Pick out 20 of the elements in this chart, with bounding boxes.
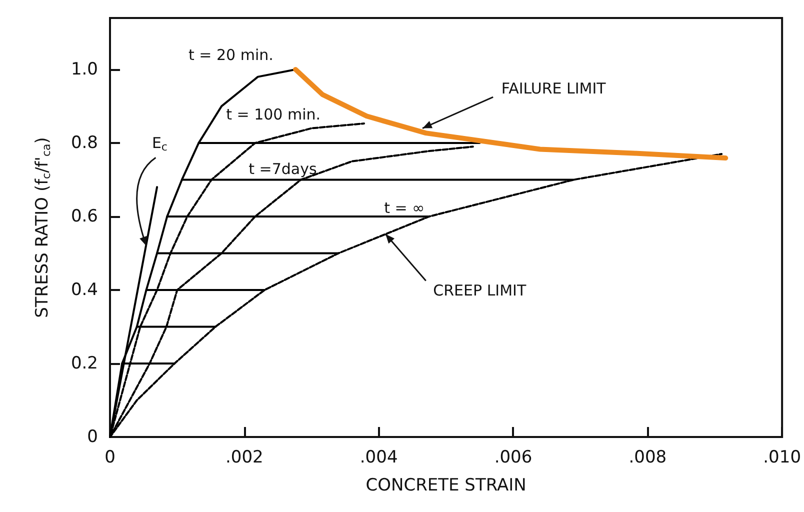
annotation: CREEP LIMIT: [433, 282, 527, 300]
x-tick-label: .004: [360, 448, 398, 468]
y-tick-label: 0: [87, 427, 98, 447]
y-axis-title: STRESS RATIO (fc/f'ca): [32, 137, 53, 318]
annotation: t = ∞: [384, 199, 425, 218]
x-tick-label: .002: [225, 448, 264, 468]
annotation: t =7days: [248, 160, 317, 178]
x-tick-label: .008: [628, 448, 667, 468]
x-tick-label: .006: [494, 448, 532, 468]
x-tick-label: 0: [104, 448, 116, 468]
y-tick-label: 0.8: [70, 132, 98, 153]
y-tick-label: 0.2: [70, 353, 98, 374]
x-axis-title: CONCRETE STRAIN: [366, 476, 526, 496]
annotation: t = 100 min.: [226, 105, 321, 124]
y-tick-label: 1.0: [70, 59, 98, 80]
annotation: FAILURE LIMIT: [501, 80, 607, 98]
y-tick-label: 0.6: [70, 206, 98, 226]
y-tick-label: 0.4: [70, 280, 98, 300]
annotation: t = 20 min.: [188, 46, 274, 64]
x-tick-label: .010: [763, 448, 802, 468]
